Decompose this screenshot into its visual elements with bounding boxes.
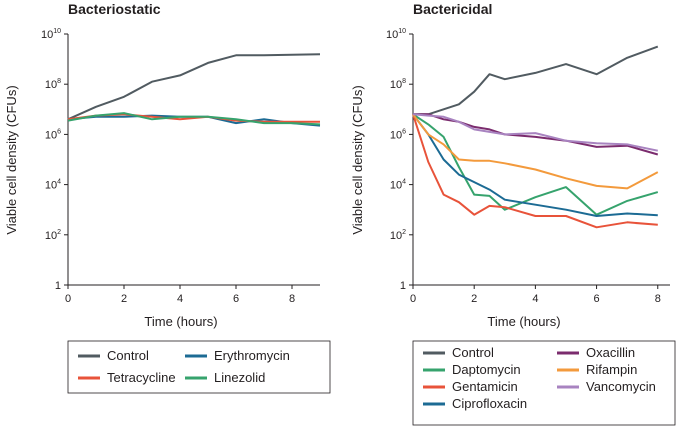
x-tick-label-bactericidal: 0 — [410, 293, 416, 305]
y-tick-exponent: 2 — [57, 229, 61, 236]
y-tick-exponent: 8 — [402, 78, 406, 85]
y-tick-label-bactericidal: 102 — [390, 229, 406, 242]
x-tick-label-bactericidal: 8 — [655, 293, 661, 305]
y-tick-exponent: 10 — [398, 28, 406, 35]
legend-label: Linezolid — [214, 370, 265, 385]
chart-title-bactericidal: Bactericidal — [413, 1, 492, 17]
y-tick-exponent: 4 — [402, 179, 406, 186]
legend-entry-gentamicin-bactericidal: Gentamicin — [423, 379, 518, 394]
y-tick-label-bacteriostatic: 106 — [45, 128, 61, 141]
y-tick-exponent: 8 — [57, 78, 61, 85]
y-tick-label-bacteriostatic: 1 — [55, 280, 61, 292]
x-tick-label-bacteriostatic: 4 — [177, 293, 183, 305]
x-tick-label-bacteriostatic: 0 — [65, 293, 71, 305]
legend-entry-vancomycin-bactericidal: Vancomycin — [557, 379, 656, 394]
y-tick-label-bactericidal: 104 — [390, 179, 406, 192]
series-line-gentamicin-bactericidal — [412, 113, 658, 229]
y-tick-exponent: 2 — [402, 229, 406, 236]
series-line-control-bactericidal — [413, 45, 659, 116]
legend-box-bactericidal — [412, 340, 676, 426]
y-axis-label-bacteriostatic: Viable cell density (CFUs) — [4, 85, 19, 234]
legend-entry-linezolid-bacteriostatic: Linezolid — [185, 370, 265, 385]
x-tick-label-bactericidal: 6 — [594, 293, 600, 305]
legend-label: Vancomycin — [586, 379, 656, 394]
y-tick-label-bacteriostatic: 104 — [45, 179, 61, 192]
legend-entry-control-bacteriostatic: Control — [78, 348, 149, 363]
x-axis-label-bactericidal: Time (hours) — [487, 314, 560, 329]
legend-entry-erythromycin-bacteriostatic: Erythromycin — [185, 348, 290, 363]
series-line-linezolid-bacteriostatic — [67, 112, 321, 126]
legend-label: Control — [452, 345, 494, 360]
x-tick-label-bactericidal: 4 — [532, 293, 538, 305]
y-tick-exponent: 6 — [57, 128, 61, 135]
x-axis-label-bacteriostatic: Time (hours) — [144, 314, 217, 329]
legend-entry-daptomycin-bactericidal: Daptomycin — [423, 362, 521, 377]
x-tick-label-bacteriostatic: 6 — [233, 293, 239, 305]
legend-entry-tetracycline-bacteriostatic: Tetracycline — [78, 370, 176, 385]
y-tick-label-bacteriostatic: 108 — [45, 78, 61, 91]
y-tick-label-bactericidal: 108 — [390, 78, 406, 91]
legend-label: Daptomycin — [452, 362, 521, 377]
chart-title-bacteriostatic: Bacteriostatic — [68, 1, 161, 17]
legend-label: Erythromycin — [214, 348, 290, 363]
legend-label: Tetracycline — [107, 370, 176, 385]
legend-label: Control — [107, 348, 149, 363]
legend-box-bacteriostatic — [67, 340, 331, 394]
series-line-ciprofloxacin-bactericidal — [412, 113, 658, 217]
legend-label: Ciprofloxacin — [452, 396, 527, 411]
legend-entry-oxacillin-bactericidal: Oxacillin — [557, 345, 635, 360]
series-line-oxacillin-bactericidal — [413, 113, 659, 156]
series-line-rifampin-bactericidal — [412, 113, 659, 190]
y-tick-label-bacteriostatic: 102 — [45, 229, 61, 242]
legend-entry-control-bactericidal: Control — [423, 345, 494, 360]
series-line-vancomycin-bactericidal — [412, 113, 659, 152]
x-tick-label-bactericidal: 2 — [471, 293, 477, 305]
y-tick-exponent: 10 — [53, 28, 61, 35]
y-tick-exponent: 6 — [402, 128, 406, 135]
y-tick-label-bacteriostatic: 1010 — [41, 28, 61, 41]
legend-entry-rifampin-bactericidal: Rifampin — [557, 362, 637, 377]
x-tick-label-bacteriostatic: 8 — [289, 293, 295, 305]
legend-label: Gentamicin — [452, 379, 518, 394]
panel-bactericidal: Bactericidal Viable cell density (CFUs) … — [350, 1, 670, 411]
y-tick-exponent: 4 — [57, 179, 61, 186]
y-tick-label-bactericidal: 106 — [390, 128, 406, 141]
x-tick-label-bacteriostatic: 2 — [121, 293, 127, 305]
series-line-daptomycin-bactericidal — [412, 113, 659, 216]
legend-label: Oxacillin — [586, 345, 635, 360]
legend-label: Rifampin — [586, 362, 637, 377]
series-line-control-bacteriostatic — [67, 53, 321, 121]
y-axis-label-bactericidal: Viable cell density (CFUs) — [350, 85, 365, 234]
y-tick-label-bactericidal: 1 — [400, 280, 406, 292]
legend-entry-ciprofloxacin-bactericidal: Ciprofloxacin — [423, 396, 527, 411]
y-tick-label-bactericidal: 1010 — [386, 28, 406, 41]
panel-bacteriostatic: Bacteriostatic Viable cell density (CFUs… — [4, 1, 321, 385]
